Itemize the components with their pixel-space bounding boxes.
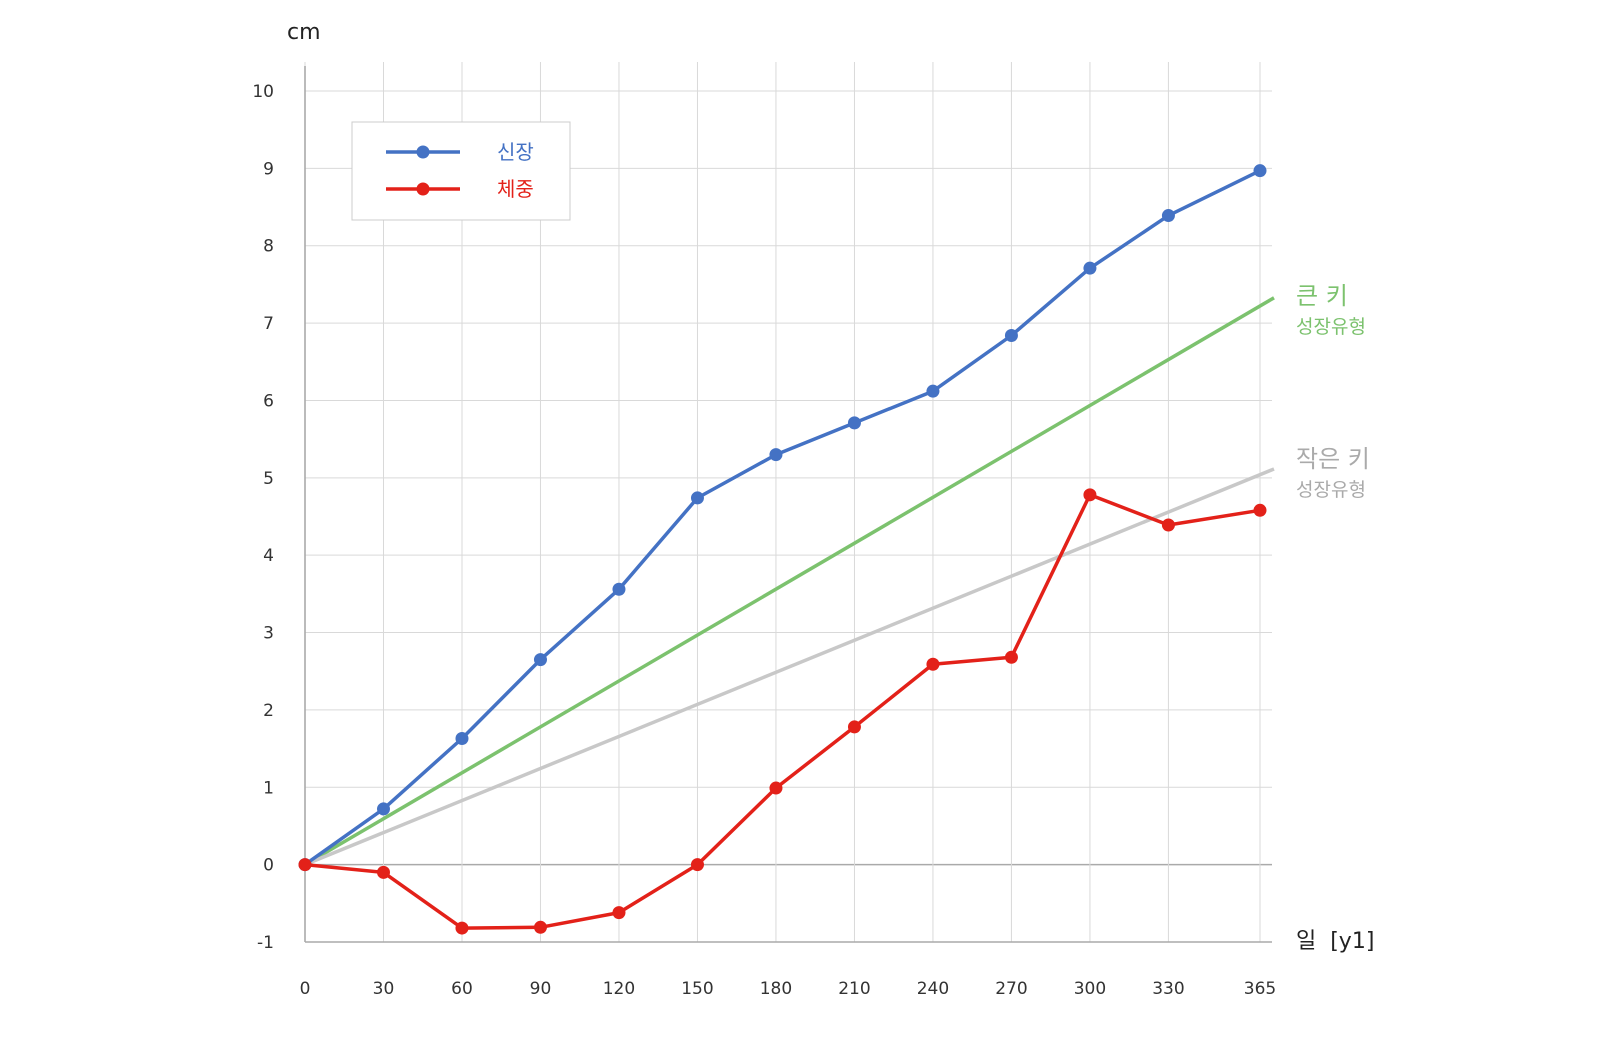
data-point xyxy=(1004,650,1018,664)
legend-swatch-marker xyxy=(416,182,430,196)
data-point xyxy=(1253,164,1267,178)
x-tick-label: 120 xyxy=(603,979,635,999)
data-point xyxy=(769,781,783,795)
data-point xyxy=(1083,261,1097,275)
x-tick-label: 180 xyxy=(760,979,792,999)
y-tick-label: -1 xyxy=(257,933,274,953)
legend-label: 체중 xyxy=(497,177,534,201)
x-tick-label: 90 xyxy=(530,979,552,999)
y-tick-label: 2 xyxy=(263,701,274,721)
y-tick-label: 0 xyxy=(263,856,274,876)
x-tick-label: 240 xyxy=(917,979,949,999)
data-point xyxy=(376,865,390,879)
x-tick-label: 0 xyxy=(300,979,311,999)
y-tick-label: 8 xyxy=(263,237,274,257)
data-point xyxy=(455,732,469,746)
reference-line-label: 작은 키 xyxy=(1296,445,1370,473)
series-line xyxy=(303,169,1261,867)
reference-line-sublabel: 성장유형 xyxy=(1296,479,1366,501)
y-tick-label: 5 xyxy=(263,469,274,489)
data-point xyxy=(533,920,547,934)
x-tick-label: 330 xyxy=(1152,979,1184,999)
tick-labels: -1 0 1 2 3 4 5 6 7 8 9 10 0 30 60 90 120 150 180 210 240 270 3… xyxy=(252,82,1276,999)
data-point xyxy=(1161,518,1175,532)
data-point xyxy=(376,802,390,816)
data-point xyxy=(455,921,469,935)
data-point xyxy=(612,582,626,596)
data-point xyxy=(533,653,547,667)
y-axis-unit: cm xyxy=(287,20,321,45)
data-point xyxy=(1253,503,1267,517)
series-line xyxy=(304,493,1261,930)
data-series xyxy=(298,164,1267,935)
data-point xyxy=(1083,488,1097,502)
data-point xyxy=(690,491,704,505)
data-point xyxy=(926,657,940,671)
x-tick-label: 270 xyxy=(995,979,1027,999)
legend-swatch-marker xyxy=(416,145,430,159)
legend-box xyxy=(351,121,571,221)
data-point xyxy=(690,858,704,872)
x-tick-label: 210 xyxy=(838,979,870,999)
y-tick-label: 3 xyxy=(263,624,274,644)
x-tick-label: 60 xyxy=(451,979,473,999)
y-tick-label: 7 xyxy=(263,314,274,334)
x-tick-label: 300 xyxy=(1074,979,1106,999)
y-tick-label: 6 xyxy=(263,391,274,411)
x-tick-label: 150 xyxy=(681,979,713,999)
data-point xyxy=(298,858,312,872)
reference-line-sublabel: 성장유형 xyxy=(1296,316,1366,338)
y-tick-label: 4 xyxy=(263,546,274,566)
data-point xyxy=(847,720,861,734)
data-point xyxy=(1161,209,1175,223)
y-tick-label: 10 xyxy=(252,82,274,102)
data-point xyxy=(926,384,940,398)
x-axis-label: 일 [y1] xyxy=(1296,929,1374,954)
reference-line xyxy=(304,467,1275,867)
data-point xyxy=(847,416,861,430)
data-point xyxy=(612,906,626,920)
y-tick-label: 1 xyxy=(263,778,274,798)
data-point xyxy=(769,448,783,462)
x-tick-label: 365 xyxy=(1244,979,1276,999)
data-point xyxy=(1004,328,1018,342)
axes xyxy=(304,66,1272,943)
legend-label: 신장 xyxy=(497,140,534,164)
y-tick-label: 9 xyxy=(263,159,274,179)
x-tick-label: 30 xyxy=(373,979,395,999)
reference-line xyxy=(304,296,1275,867)
reference-line-label: 큰 키 xyxy=(1296,282,1348,310)
